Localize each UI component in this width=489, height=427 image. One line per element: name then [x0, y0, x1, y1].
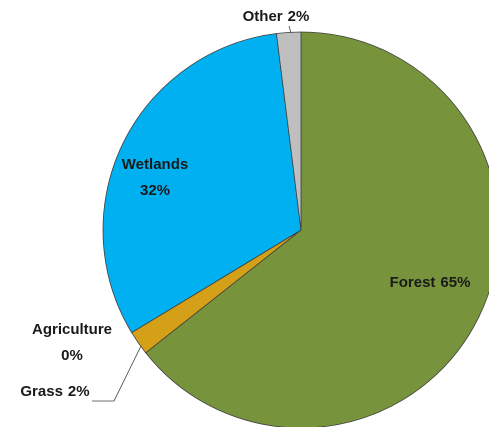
slice-label: Grass 2% — [20, 383, 89, 400]
leader-line — [92, 345, 142, 402]
slice-label: Wetlands — [122, 156, 188, 173]
value-label: 65% — [440, 274, 470, 291]
pie-slice — [102, 33, 302, 333]
slice-label: Forest 65% — [390, 274, 471, 291]
category-name: Other — [243, 8, 283, 25]
category-name: Grass — [20, 383, 63, 400]
slice-label: Other 2% — [243, 8, 310, 25]
slice-label: Agriculture — [32, 321, 112, 338]
value-label: 0% — [61, 347, 83, 364]
category-name: Forest — [390, 274, 436, 291]
pie-slice — [145, 31, 489, 427]
value-label: 2% — [288, 8, 310, 25]
value-label: 32% — [140, 182, 170, 199]
pie-slice — [276, 31, 302, 231]
leader-line — [288, 25, 292, 34]
value-label: 2% — [68, 383, 90, 400]
